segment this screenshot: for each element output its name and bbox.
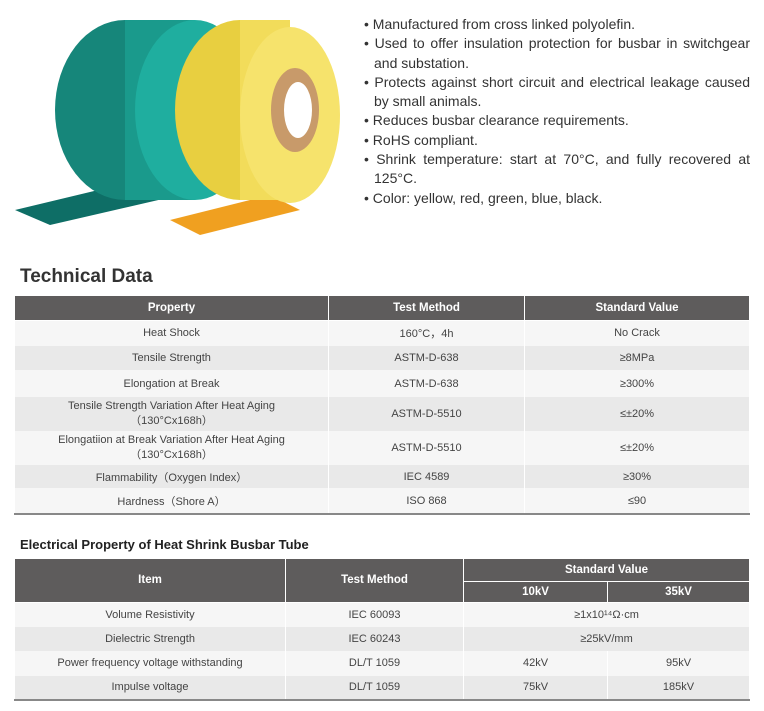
header-test-method: Test Method (285, 559, 464, 603)
test-method-cell: ASTM-D-638 (328, 346, 525, 370)
technical-data-title: Technical Data (20, 266, 153, 287)
feature-list: Manufactured from cross linked polyolefi… (364, 15, 750, 208)
table-row: Dielectric Strength IEC 60243 ≥25kV/mm (14, 626, 750, 651)
test-method-cell: ASTM-D-5510 (328, 397, 525, 431)
feature-item: Shrink temperature: start at 70°C, and f… (364, 150, 750, 189)
value-35kv-cell: 95kV (607, 651, 750, 676)
electrical-property-title: Electrical Property of Heat Shrink Busba… (20, 537, 309, 552)
standard-value-cell: ≥1x10¹⁴Ω·cm (463, 602, 750, 627)
header-10kv: 10kV (463, 581, 608, 603)
test-method-cell: DL/T 1059 (285, 675, 464, 700)
standard-value-cell: ≥8MPa (524, 346, 750, 370)
test-method-cell: ISO 868 (328, 488, 525, 514)
table-row: Elongation at Break ASTM-D-638 ≥300% (14, 370, 750, 397)
product-image-busbar-tube-rolls (15, 20, 340, 235)
table-row: Elongatiion at Break Variation After Hea… (14, 431, 750, 465)
property-cell: Tensile Strength (14, 346, 329, 370)
technical-data-table: Property Test Method Standard Value Heat… (14, 296, 750, 515)
table-row: Heat Shock 160°C，4h No Crack (14, 320, 750, 346)
header-35kv: 35kV (607, 581, 750, 603)
property-cell: Elongation at Break (14, 370, 329, 397)
item-cell: Impulse voltage (14, 675, 286, 700)
standard-value-cell: ≥300% (524, 370, 750, 397)
value-10kv-cell: 42kV (463, 651, 608, 676)
feature-item: Color: yellow, red, green, blue, black. (364, 189, 750, 208)
header-property: Property (14, 296, 329, 321)
table-row: Power frequency voltage withstanding DL/… (14, 651, 750, 676)
property-cell: Hardness（Shore A） (14, 488, 329, 514)
item-cell: Volume Resistivity (14, 602, 286, 627)
test-method-cell: IEC 60093 (285, 602, 464, 627)
test-method-cell: ASTM-D-638 (328, 370, 525, 397)
standard-value-cell: ≤±20% (524, 397, 750, 431)
feature-item: Manufactured from cross linked polyolefi… (364, 15, 750, 34)
item-cell: Power frequency voltage withstanding (14, 651, 286, 676)
property-cell: Tensile Strength Variation After Heat Ag… (14, 397, 329, 431)
table-row: Impulse voltage DL/T 1059 75kV 185kV (14, 675, 750, 700)
feature-item: Used to offer insulation protection for … (364, 34, 750, 73)
test-method-cell: IEC 4589 (328, 465, 525, 488)
table-row: Tensile Strength ASTM-D-638 ≥8MPa (14, 346, 750, 370)
table-row: Hardness（Shore A） ISO 868 ≤90 (14, 488, 750, 514)
property-cell: Elongatiion at Break Variation After Hea… (14, 431, 329, 465)
header-standard-value: Standard Value (463, 559, 750, 582)
electrical-property-table: Item Test Method Standard Value 10kV 35k… (14, 559, 750, 701)
test-method-cell: ASTM-D-5510 (328, 431, 525, 465)
table-row: Flammability（Oxygen Index） IEC 4589 ≥30% (14, 465, 750, 488)
test-method-cell: 160°C，4h (328, 320, 525, 346)
property-cell: Heat Shock (14, 320, 329, 346)
standard-value-cell: ≤±20% (524, 431, 750, 465)
standard-value-cell: ≥25kV/mm (463, 626, 750, 651)
item-cell: Dielectric Strength (14, 626, 286, 651)
feature-item: RoHS compliant. (364, 131, 750, 150)
value-35kv-cell: 185kV (607, 675, 750, 700)
standard-value-cell: ≥30% (524, 465, 750, 488)
test-method-cell: DL/T 1059 (285, 651, 464, 676)
test-method-cell: IEC 60243 (285, 626, 464, 651)
table-row: Volume Resistivity IEC 60093 ≥1x10¹⁴Ω·cm (14, 602, 750, 627)
header-test-method: Test Method (328, 296, 525, 321)
feature-item: Reduces busbar clearance requirements. (364, 111, 750, 130)
header-standard-value: Standard Value (524, 296, 750, 321)
feature-item: Protects against short circuit and elect… (364, 73, 750, 112)
standard-value-cell: ≤90 (524, 488, 750, 514)
property-cell: Flammability（Oxygen Index） (14, 465, 329, 488)
value-10kv-cell: 75kV (463, 675, 608, 700)
standard-value-cell: No Crack (524, 320, 750, 346)
header-item: Item (14, 559, 286, 603)
table-row: Tensile Strength Variation After Heat Ag… (14, 397, 750, 431)
